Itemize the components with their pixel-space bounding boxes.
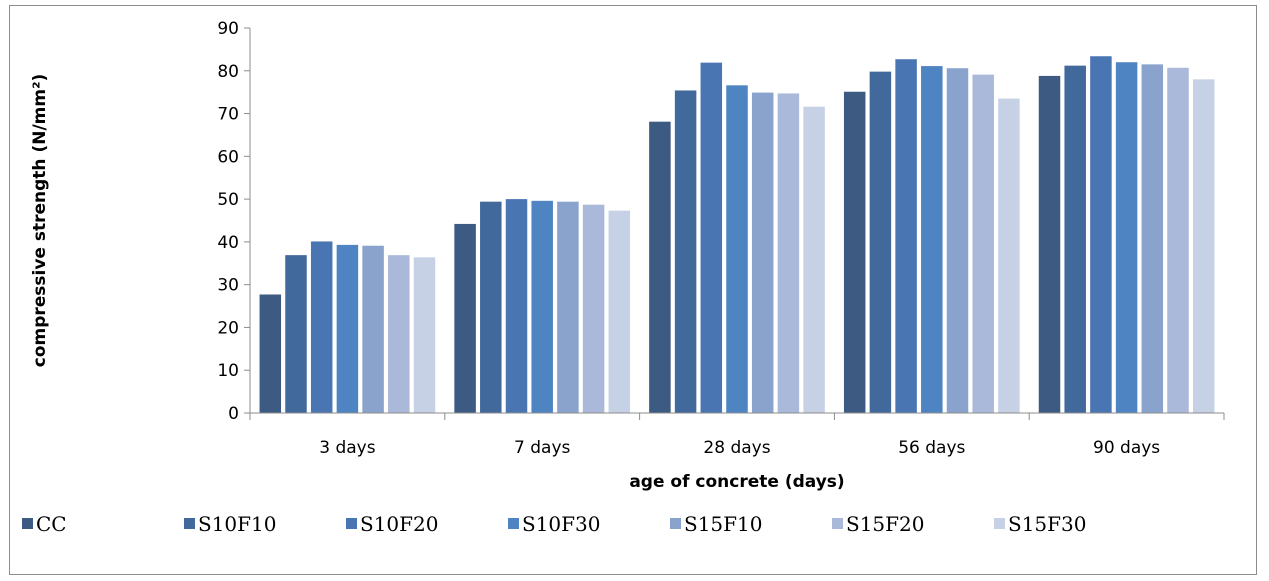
legend-swatch [508, 518, 519, 529]
legend-label: S15F20 [846, 512, 924, 536]
legend-swatch [994, 518, 1005, 529]
bar [505, 199, 528, 413]
bar [843, 91, 866, 413]
bar [1090, 56, 1112, 413]
bar [531, 200, 553, 413]
bar [336, 244, 359, 413]
bar [557, 201, 579, 413]
y-tick-label: 70 [217, 105, 239, 125]
bar [895, 59, 917, 413]
bar [362, 245, 384, 413]
bar [285, 255, 307, 413]
y-tick-label: 50 [217, 190, 239, 210]
bar [649, 121, 671, 413]
y-tick-label: 90 [217, 19, 239, 39]
y-tick-label: 30 [217, 276, 239, 296]
legend-label: S10F10 [198, 512, 276, 536]
legend-label: S15F30 [1008, 512, 1086, 536]
x-axis-ticks: 3 days 7 days 28 days 56 days 90 days [249, 413, 1225, 458]
bars [259, 56, 1215, 414]
bar [946, 68, 969, 413]
bar [972, 74, 994, 413]
bar [413, 257, 436, 413]
x-axis-title: age of concrete (days) [629, 472, 844, 492]
legend-swatch [832, 518, 843, 529]
legend-label: S10F20 [360, 512, 438, 536]
bar [1192, 79, 1215, 413]
x-tick-label: 3 days [319, 438, 375, 458]
bar [454, 223, 476, 413]
legend-swatch [670, 518, 681, 529]
legend: CC S10F10 S10F20 S10F30 S15F10 S15F20 S15F30 [22, 512, 1086, 536]
x-tick-label: 56 days [898, 438, 965, 458]
bar [1038, 75, 1061, 414]
bar [1167, 67, 1189, 414]
x-tick-label: 7 days [514, 438, 570, 458]
x-tick-label: 28 days [703, 438, 770, 458]
bar [582, 204, 605, 413]
legend-label: S10F30 [522, 512, 600, 536]
x-tick-label: 90 days [1093, 438, 1160, 458]
bar [921, 66, 943, 414]
bar [998, 98, 1020, 413]
bar [674, 90, 697, 413]
legend-label: CC [36, 512, 67, 536]
y-axis-ticks: 0 10 20 30 40 50 60 70 80 90 [217, 19, 250, 424]
y-tick-label: 10 [217, 361, 239, 381]
y-tick-label: 20 [217, 318, 239, 338]
bar [1064, 65, 1086, 414]
bar [480, 201, 502, 413]
y-axis-title: compressive strength (N/mm²) [30, 74, 50, 368]
bar [803, 106, 825, 413]
y-tick-label: 60 [217, 147, 239, 167]
bar [259, 294, 282, 413]
y-tick-label: 80 [217, 62, 239, 82]
bar [1141, 64, 1164, 413]
legend-label: S15F10 [684, 512, 762, 536]
bar [310, 241, 333, 413]
legend-swatch [22, 518, 33, 529]
bar [388, 255, 410, 413]
legend-swatch [346, 518, 357, 529]
bar [869, 71, 892, 413]
legend-swatch [184, 518, 195, 529]
y-tick-label: 40 [217, 233, 239, 253]
bar [751, 92, 774, 413]
y-tick-label: 0 [228, 404, 239, 424]
bar [777, 93, 800, 413]
bar [700, 62, 723, 414]
bar [726, 85, 748, 414]
bar [608, 210, 631, 413]
bar [1115, 62, 1138, 413]
